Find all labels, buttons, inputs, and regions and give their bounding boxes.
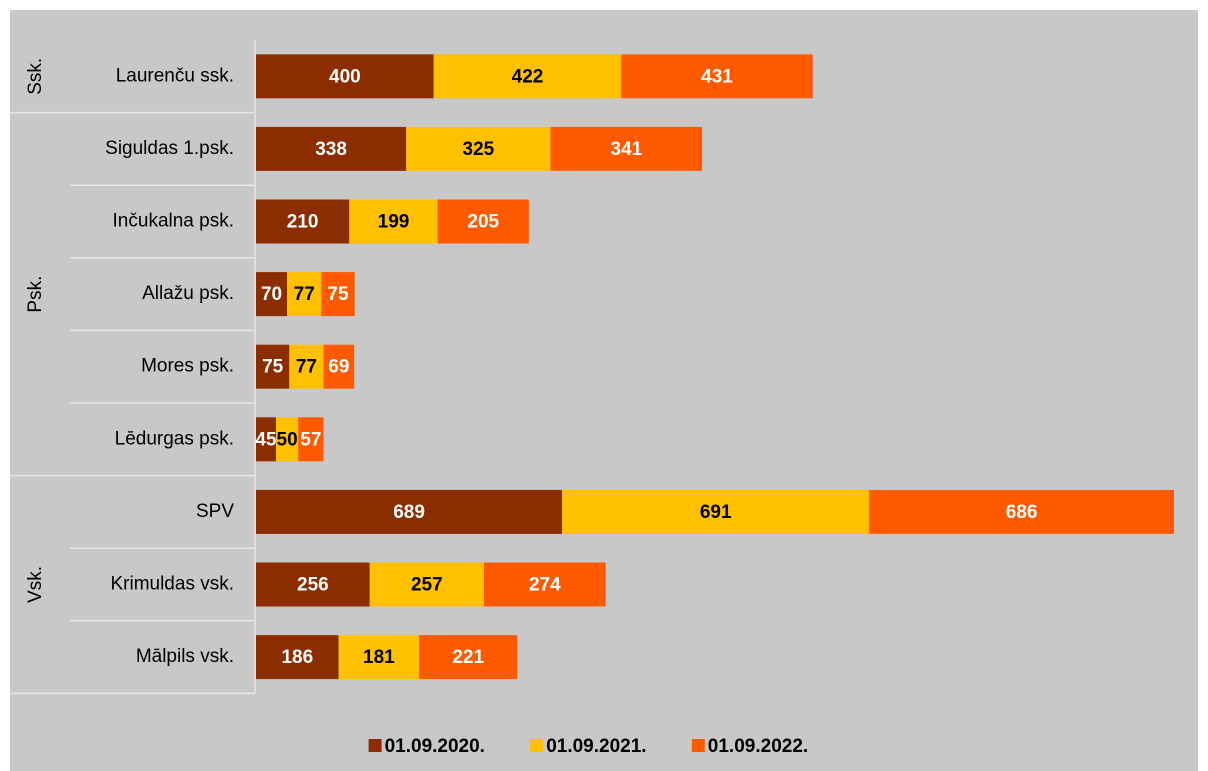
category-label: Lēdurgas psk. — [115, 428, 234, 449]
category-label: Krimuldas vsk. — [110, 574, 234, 595]
bar-segment — [437, 199, 529, 244]
data-label: 338 — [315, 139, 347, 160]
bar-segment — [433, 54, 622, 99]
bar-segment — [275, 417, 299, 462]
data-label: 50 — [277, 429, 298, 450]
data-label: 691 — [700, 502, 732, 523]
category-label: Inčukalna psk. — [113, 211, 234, 232]
data-label: 77 — [294, 284, 315, 305]
data-label: 274 — [529, 575, 561, 596]
bar-segment — [298, 417, 324, 462]
data-label: 77 — [296, 357, 317, 378]
data-label: 325 — [463, 139, 495, 160]
bar-segment — [321, 272, 355, 317]
bar-segment — [256, 635, 339, 680]
bar-segment — [369, 562, 484, 607]
data-label: 431 — [701, 66, 733, 87]
data-label: 400 — [329, 66, 361, 87]
data-label: 341 — [611, 139, 643, 160]
bar-segment — [419, 635, 518, 680]
data-label: 75 — [262, 357, 284, 378]
bar-segment — [256, 562, 370, 607]
group-label: Vsk. — [25, 566, 46, 603]
data-label: 422 — [512, 66, 544, 87]
category-label: Allažu psk. — [142, 283, 234, 304]
legend-swatch — [691, 739, 705, 752]
data-label: 45 — [255, 429, 277, 450]
bar-segment — [349, 199, 438, 244]
legend-label: 01.09.2022. — [708, 736, 808, 757]
bar-segment — [256, 417, 276, 462]
bar-segment — [256, 199, 350, 244]
data-label: 210 — [287, 212, 319, 233]
group-label: Psk. — [25, 276, 46, 313]
legend-label: 01.09.2020. — [385, 736, 485, 757]
bar-segment — [338, 635, 420, 680]
group-label: Ssk. — [25, 58, 46, 95]
bar-segment — [289, 344, 324, 389]
bar-segment — [323, 344, 355, 389]
data-label: 75 — [327, 284, 349, 305]
data-label: 689 — [393, 502, 425, 523]
bar-segment — [256, 126, 407, 171]
data-label: 181 — [363, 647, 395, 668]
bar-segment — [550, 126, 703, 171]
data-label: 57 — [300, 429, 321, 450]
bar-segment — [562, 489, 870, 534]
legend-label: 01.09.2021. — [546, 736, 646, 757]
bar-segment — [483, 562, 606, 607]
bar-segment — [869, 489, 1174, 534]
bar-segment — [287, 272, 322, 317]
data-label: 257 — [411, 575, 443, 596]
bar-segment — [256, 344, 290, 389]
legend-swatch — [368, 739, 382, 752]
category-label: Mores psk. — [141, 356, 234, 377]
data-label: 205 — [467, 212, 499, 233]
bar-segment — [256, 272, 288, 317]
data-label: 69 — [328, 357, 349, 378]
bar-segment — [256, 54, 434, 99]
data-label: 221 — [452, 647, 484, 668]
bar-segment — [406, 126, 551, 171]
bar-segment — [621, 54, 813, 99]
data-label: 199 — [378, 212, 410, 233]
bar-segment — [256, 489, 563, 534]
category-label: SPV — [196, 501, 234, 522]
category-label: Laurenču ssk. — [116, 65, 234, 86]
data-label: 256 — [297, 575, 329, 596]
category-label: Mālpils vsk. — [136, 646, 234, 667]
legend-swatch — [530, 739, 544, 752]
data-label: 186 — [281, 647, 313, 668]
data-label: 70 — [261, 284, 282, 305]
category-label: Siguldas 1.psk. — [105, 138, 234, 159]
data-label: 686 — [1006, 502, 1038, 523]
